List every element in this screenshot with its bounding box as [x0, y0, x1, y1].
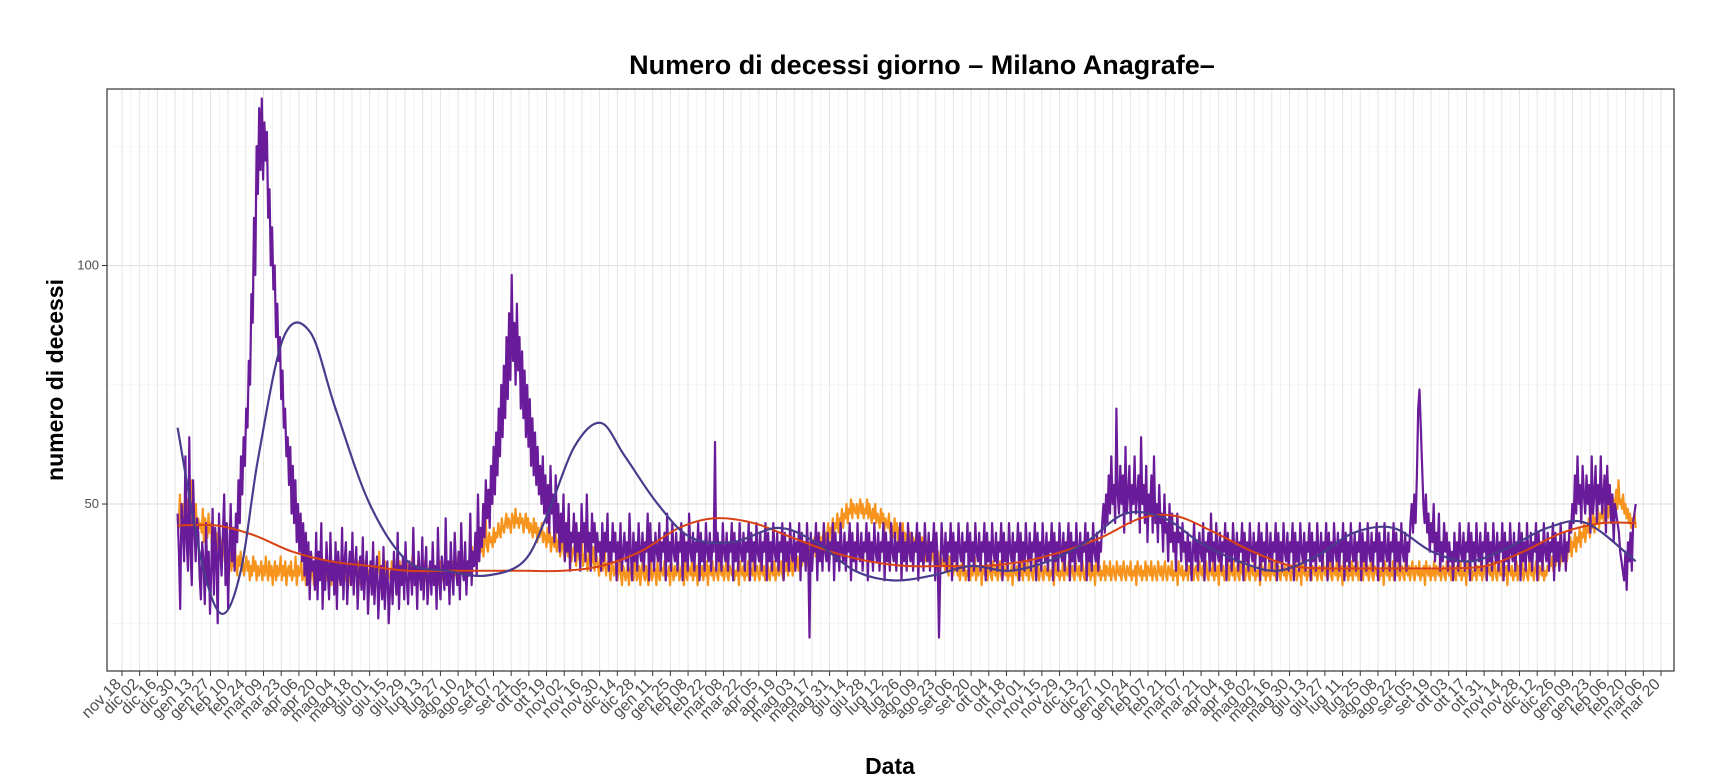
- y-axis-title: numero di decessi: [42, 279, 68, 481]
- chart-title: Numero di decessi giorno – Milano Anagra…: [629, 50, 1215, 80]
- series-layer: [176, 97, 1637, 639]
- y-tick-label: 100: [77, 258, 99, 273]
- x-axis-title: Data: [865, 753, 915, 779]
- series-line-observed-smooth: [176, 321, 1637, 615]
- series-line-expected-smooth: [177, 513, 1636, 573]
- plot-border: [106, 88, 1675, 672]
- y-axis: 50 100: [77, 258, 107, 511]
- y-tick-label: 50: [85, 496, 99, 511]
- series-line-observed-daily: [176, 97, 1637, 639]
